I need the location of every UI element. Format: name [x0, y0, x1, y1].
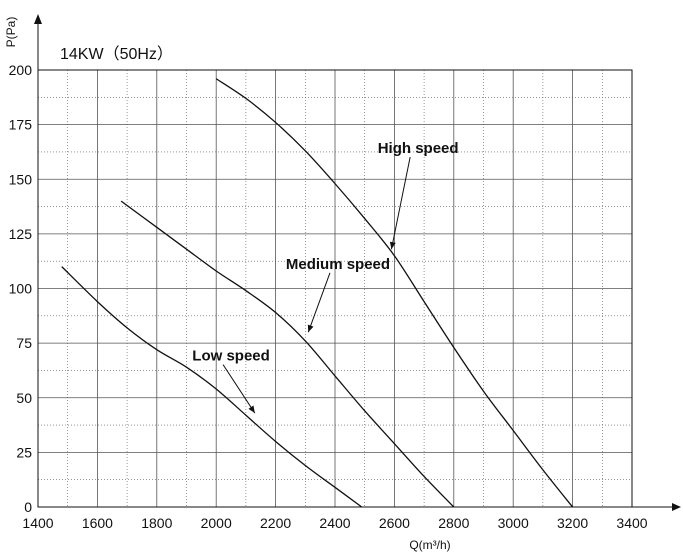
- x-tick-label: 2800: [438, 515, 469, 531]
- curve-high-speed: [215, 78, 574, 508]
- label-low-speed: Low speed: [192, 348, 270, 365]
- chart-title: 14KW（50Hz）: [60, 45, 173, 63]
- arrowhead-medium-speed: [307, 324, 314, 333]
- x-tick-label: 3400: [616, 515, 647, 531]
- x-tick-label: 2000: [201, 515, 232, 531]
- y-tick-label: 75: [16, 335, 32, 351]
- x-tick-label: 3000: [498, 515, 529, 531]
- x-tick-label: 2600: [379, 515, 410, 531]
- x-tick-label: 2200: [260, 515, 291, 531]
- x-axis-label: Q(m³/h): [409, 538, 450, 552]
- grid: [38, 70, 632, 507]
- y-tick-label: 200: [9, 62, 33, 78]
- y-tick-label: 0: [24, 499, 32, 515]
- y-tick-label: 100: [9, 281, 33, 297]
- arrowhead-low-speed: [248, 405, 255, 414]
- arrow-low-speed: [222, 364, 256, 414]
- tick-labels: 1400 1600 1800 2000 2200 2400 2600 2800 3000 3200…: [9, 62, 648, 531]
- arrow-high-speed: [390, 156, 411, 250]
- curves: [61, 78, 574, 508]
- label-medium-speed: Medium speed: [286, 256, 390, 273]
- y-tick-label: 50: [16, 390, 32, 406]
- y-axis-arrow: [34, 14, 42, 24]
- arrowhead-high-speed: [389, 241, 396, 250]
- axes: [34, 14, 681, 511]
- x-axis-arrow: [672, 503, 681, 511]
- x-tick-label: 3200: [557, 515, 588, 531]
- x-tick-label: 1600: [82, 515, 113, 531]
- y-axis-label: P(Pa): [4, 17, 18, 48]
- curve-low-speed: [61, 266, 363, 508]
- label-high-speed: High speed: [378, 140, 459, 157]
- y-tick-label: 150: [9, 171, 33, 187]
- annotations: High speed Medium speed Low speed: [192, 140, 459, 414]
- arrow-medium-speed: [307, 272, 331, 333]
- x-tick-label: 1800: [141, 515, 172, 531]
- y-tick-label: 125: [9, 226, 33, 242]
- x-tick-label: 1400: [22, 515, 53, 531]
- curve-medium-speed: [120, 200, 455, 508]
- x-tick-label: 2400: [319, 515, 350, 531]
- y-tick-label: 25: [16, 444, 32, 460]
- y-tick-label: 175: [9, 117, 33, 133]
